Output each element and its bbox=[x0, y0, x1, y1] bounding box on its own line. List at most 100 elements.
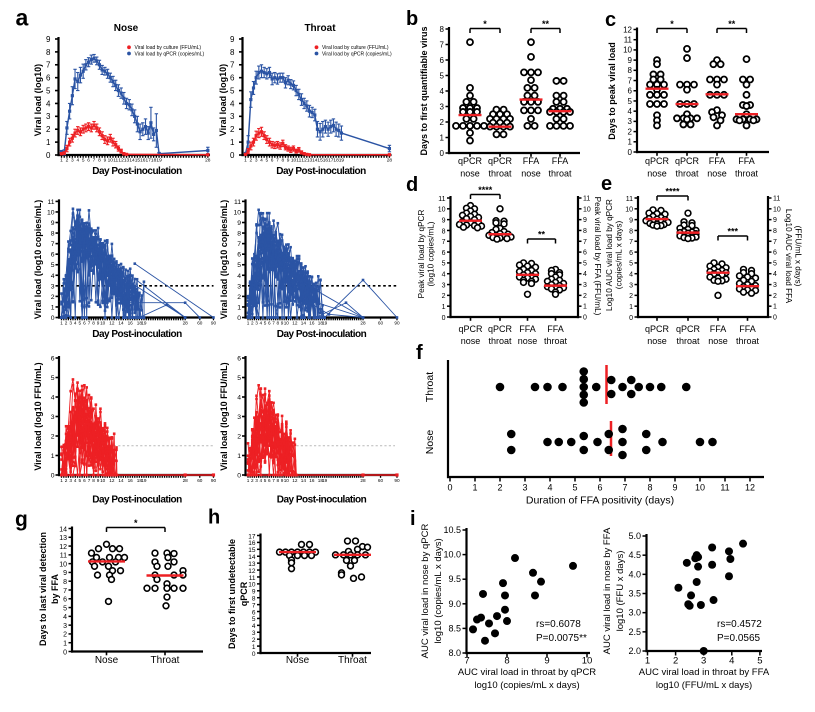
svg-text:9: 9 bbox=[583, 217, 587, 224]
svg-text:Nose: Nose bbox=[95, 655, 119, 666]
svg-text:16: 16 bbox=[309, 321, 315, 326]
svg-text:0: 0 bbox=[51, 473, 55, 480]
svg-text:8: 8 bbox=[92, 321, 95, 326]
svg-text:18: 18 bbox=[137, 321, 143, 326]
svg-text:3: 3 bbox=[51, 283, 55, 290]
svg-text:1: 1 bbox=[442, 304, 446, 311]
svg-text:7: 7 bbox=[622, 483, 627, 493]
svg-text:10: 10 bbox=[284, 478, 290, 483]
svg-text:Viral load by qPCR (copies/mL): Viral load by qPCR (copies/mL) bbox=[135, 51, 205, 57]
svg-text:4: 4 bbox=[583, 271, 587, 278]
svg-text:9: 9 bbox=[104, 158, 107, 164]
svg-text:3: 3 bbox=[252, 630, 256, 637]
svg-text:2: 2 bbox=[230, 125, 235, 134]
svg-text:14: 14 bbox=[129, 158, 135, 164]
svg-text:14: 14 bbox=[248, 554, 256, 561]
svg-text:12: 12 bbox=[118, 158, 124, 164]
svg-text:2: 2 bbox=[237, 434, 241, 441]
svg-text:6: 6 bbox=[252, 609, 256, 616]
svg-text:Day Post-inoculation: Day Post-inoculation bbox=[277, 495, 367, 506]
svg-text:9: 9 bbox=[629, 217, 633, 224]
svg-text:60: 60 bbox=[378, 478, 384, 483]
svg-text:28: 28 bbox=[360, 321, 366, 326]
svg-text:9: 9 bbox=[237, 220, 241, 227]
svg-text:3: 3 bbox=[255, 478, 258, 483]
svg-text:4: 4 bbox=[260, 158, 263, 164]
svg-text:7: 7 bbox=[464, 656, 469, 667]
svg-text:5: 5 bbox=[63, 605, 67, 612]
svg-text:4: 4 bbox=[237, 273, 241, 280]
svg-text:6: 6 bbox=[583, 250, 587, 257]
svg-text:3: 3 bbox=[51, 414, 55, 421]
svg-text:8: 8 bbox=[628, 66, 633, 75]
svg-text:11: 11 bbox=[249, 575, 256, 582]
svg-text:5: 5 bbox=[46, 87, 51, 96]
svg-text:nose: nose bbox=[707, 169, 727, 179]
svg-text:nose: nose bbox=[647, 336, 667, 346]
svg-text:11: 11 bbox=[438, 196, 445, 203]
svg-text:12: 12 bbox=[623, 25, 632, 34]
svg-text:90: 90 bbox=[394, 321, 400, 326]
svg-text:3: 3 bbox=[442, 282, 446, 289]
svg-text:4: 4 bbox=[51, 273, 55, 280]
svg-text:15: 15 bbox=[135, 158, 141, 164]
svg-text:1: 1 bbox=[237, 304, 241, 311]
svg-text:3.5: 3.5 bbox=[628, 589, 641, 599]
svg-text:5: 5 bbox=[82, 158, 85, 164]
svg-text:5: 5 bbox=[51, 375, 55, 382]
svg-text:3: 3 bbox=[46, 112, 51, 121]
svg-text:4: 4 bbox=[46, 99, 51, 108]
svg-text:7: 7 bbox=[583, 239, 587, 246]
svg-text:1: 1 bbox=[51, 304, 55, 311]
svg-text:FFA: FFA bbox=[709, 156, 726, 166]
svg-text:5: 5 bbox=[264, 478, 267, 483]
svg-text:7: 7 bbox=[442, 239, 446, 246]
svg-text:4: 4 bbox=[74, 478, 77, 483]
svg-text:1: 1 bbox=[645, 656, 650, 667]
svg-text:3: 3 bbox=[237, 283, 241, 290]
svg-text:19: 19 bbox=[141, 478, 147, 483]
svg-text:2: 2 bbox=[251, 321, 254, 326]
svg-text:4: 4 bbox=[547, 483, 552, 493]
svg-text:Throat: Throat bbox=[151, 655, 180, 666]
svg-text:12: 12 bbox=[109, 321, 115, 326]
svg-text:0: 0 bbox=[63, 649, 67, 656]
svg-text:6: 6 bbox=[230, 74, 235, 83]
svg-text:4: 4 bbox=[259, 321, 262, 326]
svg-text:8: 8 bbox=[276, 321, 279, 326]
svg-text:5: 5 bbox=[237, 262, 241, 269]
svg-text:7: 7 bbox=[230, 61, 235, 70]
svg-text:9: 9 bbox=[230, 35, 235, 44]
svg-text:a: a bbox=[16, 5, 29, 31]
svg-text:throat: throat bbox=[736, 336, 760, 346]
svg-text:11: 11 bbox=[113, 158, 118, 164]
svg-text:12: 12 bbox=[301, 158, 307, 164]
svg-text:4: 4 bbox=[442, 272, 446, 279]
svg-text:5: 5 bbox=[572, 483, 577, 493]
svg-text:2: 2 bbox=[252, 637, 256, 644]
svg-text:10: 10 bbox=[100, 321, 106, 326]
svg-text:0: 0 bbox=[237, 473, 241, 480]
svg-text:14: 14 bbox=[118, 321, 124, 326]
svg-text:2: 2 bbox=[51, 294, 55, 301]
svg-text:c: c bbox=[605, 9, 616, 31]
svg-text:16: 16 bbox=[128, 321, 134, 326]
svg-text:6: 6 bbox=[442, 250, 446, 257]
svg-text:10: 10 bbox=[59, 561, 67, 568]
svg-text:g: g bbox=[15, 508, 28, 531]
svg-text:16: 16 bbox=[309, 478, 315, 483]
svg-text:0: 0 bbox=[628, 148, 633, 157]
svg-text:1: 1 bbox=[51, 453, 55, 460]
svg-text:0: 0 bbox=[447, 483, 452, 493]
svg-text:8: 8 bbox=[92, 478, 95, 483]
svg-text:17: 17 bbox=[248, 533, 256, 540]
svg-text:FFA: FFA bbox=[552, 156, 569, 166]
svg-text:5: 5 bbox=[264, 321, 267, 326]
svg-text:11: 11 bbox=[47, 199, 54, 206]
svg-text:10.0: 10.0 bbox=[443, 550, 461, 560]
svg-text:****: **** bbox=[478, 185, 493, 195]
svg-text:8: 8 bbox=[281, 158, 284, 164]
svg-text:7: 7 bbox=[629, 239, 633, 246]
svg-text:4: 4 bbox=[76, 158, 79, 164]
svg-text:8: 8 bbox=[252, 596, 256, 603]
